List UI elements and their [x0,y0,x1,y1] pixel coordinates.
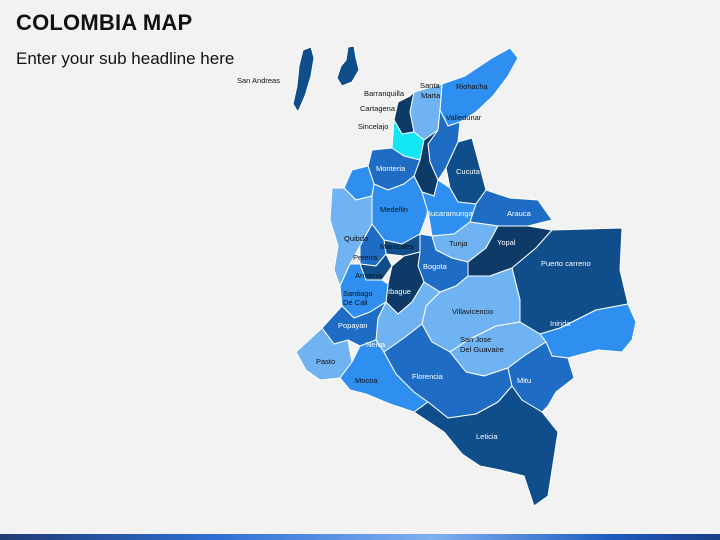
svg-text:Santiago: Santiago [343,289,373,298]
label-leticia: Leticia [476,432,499,441]
label-valledupar: Valledunar [446,113,482,122]
svg-text:Santa: Santa [420,81,440,90]
region-leticia[interactable] [413,385,559,507]
label-monteria: Monteria [376,164,406,173]
label-santa-marta-2: Marta [421,91,441,100]
label-cartagena: Cartagena [360,104,396,113]
label-mocoa: Mocoa [355,376,378,385]
svg-text:Marta: Marta [421,91,441,100]
label-bogota: Bogota [423,262,448,271]
region-san-andres-island-1[interactable] [292,46,315,113]
region-san-andres-island-2[interactable] [336,45,360,87]
svg-text:De Cali: De Cali [343,298,368,307]
region-arauca[interactable] [469,189,553,227]
slide-title: COLOMBIA MAP [16,10,193,35]
label-riohacha: Riohacha [456,82,489,91]
label-pereira: Pereira [353,253,378,262]
label-puerto-carreno: Puerto carreno [541,259,591,268]
label-cucuta: Cucuta [456,167,481,176]
label-florencia: Florencia [412,372,444,381]
region-labels: San Andreas Barranquilla Santa Marta Rio… [237,76,591,441]
svg-text:Del Guavaire: Del Guavaire [460,345,504,354]
label-ibague: Ibague [388,287,411,296]
footer-gradient-bar [0,534,720,540]
svg-text:San Jose: San Jose [460,335,491,344]
label-popayan: Popayan [338,321,368,330]
label-villavicencio: Villavicencio [452,307,493,316]
label-sincelejo: Sincelajo [358,122,388,131]
label-barranquilla: Barranquilla [364,89,405,98]
label-manizales: Manizales [380,242,414,251]
label-santa-marta-1: Santa [420,81,440,90]
label-san-andres: San Andreas [237,76,280,85]
label-inirida: Inirida [550,319,571,328]
label-quibdo: Quibdo [344,234,368,243]
label-bucaramanga: Bucaramunga [426,209,474,218]
label-tunja: Tunja [449,239,468,248]
label-mitu: Mitu [517,376,531,385]
label-arauca: Arauca [507,209,532,218]
label-san-jose-2: Del Guavaire [460,345,504,354]
label-neiva: Neiva [366,340,386,349]
label-pasto: Pasto [316,357,335,366]
label-armenia: Armenia [355,271,384,280]
region-quibdo[interactable] [329,187,373,287]
label-cali-1: Santiago [343,289,373,298]
label-san-jose-1: San Jose [460,335,491,344]
slide-subtitle: Enter your sub headline here [16,49,235,68]
label-medellin: Medellin [380,205,408,214]
label-yopal: Yopal [497,238,516,247]
label-cali-2: De Cali [343,298,368,307]
